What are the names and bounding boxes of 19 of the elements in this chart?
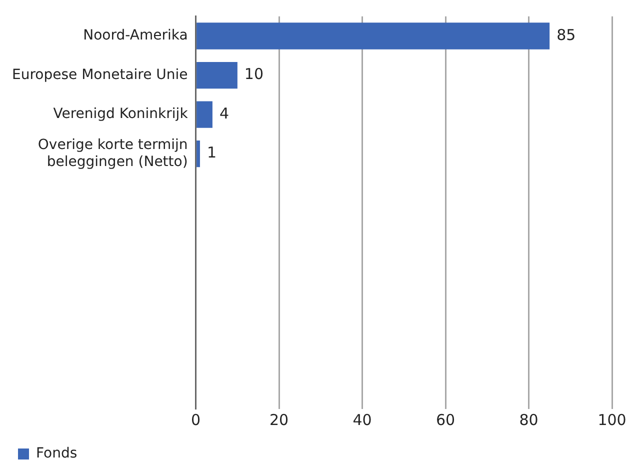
x-tick-label: 100 [598, 410, 626, 429]
bar [196, 62, 238, 89]
x-tick-label: 80 [519, 410, 538, 429]
bar [196, 22, 550, 50]
y-tick-label: Europese Monetaire Unie [12, 66, 188, 83]
x-tick-label: 40 [352, 410, 372, 429]
x-tick-label: 0 [191, 410, 201, 429]
bar [196, 140, 200, 168]
data-label: 10 [244, 65, 264, 84]
data-label: 85 [556, 26, 576, 44]
x-tick-label: 20 [270, 410, 289, 429]
y-tick-label: Overige korte termijn beleggingen (Netto) [38, 137, 188, 170]
y-tick-label: Noord-Amerika [83, 28, 188, 44]
y-tick-label: Verenigd Koninkrijk [53, 106, 189, 122]
data-label: 4 [219, 104, 230, 122]
x-tick-label: 60 [436, 410, 456, 429]
legend-label: Fonds [36, 446, 78, 462]
bar [196, 101, 212, 128]
data-label: 1 [206, 144, 217, 162]
